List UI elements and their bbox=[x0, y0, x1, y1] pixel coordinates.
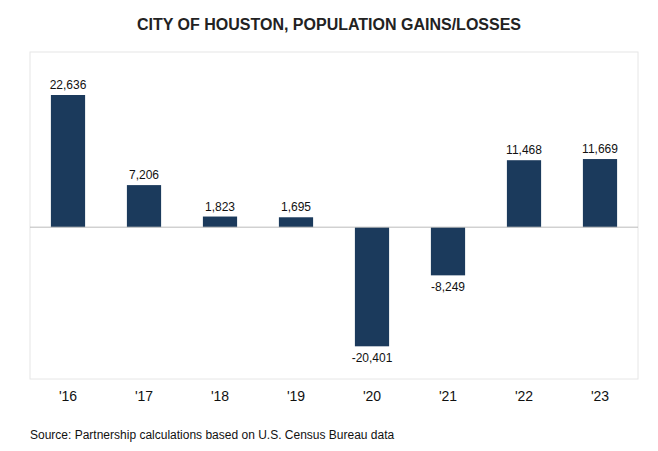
data-label: 1,695 bbox=[281, 200, 311, 214]
bar bbox=[203, 217, 237, 228]
data-label: 22,636 bbox=[50, 78, 87, 92]
bar bbox=[279, 217, 313, 227]
x-tick-label: '17 bbox=[135, 388, 153, 404]
data-label: 11,468 bbox=[506, 143, 542, 157]
data-label: -20,401 bbox=[352, 351, 393, 365]
bar bbox=[51, 95, 85, 227]
data-label: 1,823 bbox=[205, 200, 235, 214]
x-tick-label: '20 bbox=[363, 388, 381, 404]
bar bbox=[507, 160, 541, 227]
x-tick-label: '21 bbox=[439, 388, 457, 404]
data-label: 7,206 bbox=[129, 168, 159, 182]
data-label: -8,249 bbox=[431, 280, 465, 294]
x-tick-label: '23 bbox=[591, 388, 609, 404]
annotation: Source: Partnership calculations based o… bbox=[30, 428, 395, 442]
bar bbox=[355, 227, 389, 346]
bars bbox=[51, 95, 617, 346]
bar bbox=[127, 185, 161, 227]
x-tick-label: '18 bbox=[211, 388, 229, 404]
zero-line bbox=[30, 227, 638, 228]
chart: CITY OF HOUSTON, POPULATION GAINS/LOSSES… bbox=[0, 0, 658, 451]
data-label: 11,669 bbox=[582, 142, 618, 156]
bar bbox=[583, 159, 617, 227]
x-tick-label: '19 bbox=[287, 388, 305, 404]
bar bbox=[431, 227, 465, 275]
x-tick-label: '16 bbox=[59, 388, 77, 404]
plot-frame bbox=[30, 52, 638, 379]
title: CITY OF HOUSTON, POPULATION GAINS/LOSSES bbox=[137, 16, 521, 33]
x-tick-label: '22 bbox=[515, 388, 533, 404]
